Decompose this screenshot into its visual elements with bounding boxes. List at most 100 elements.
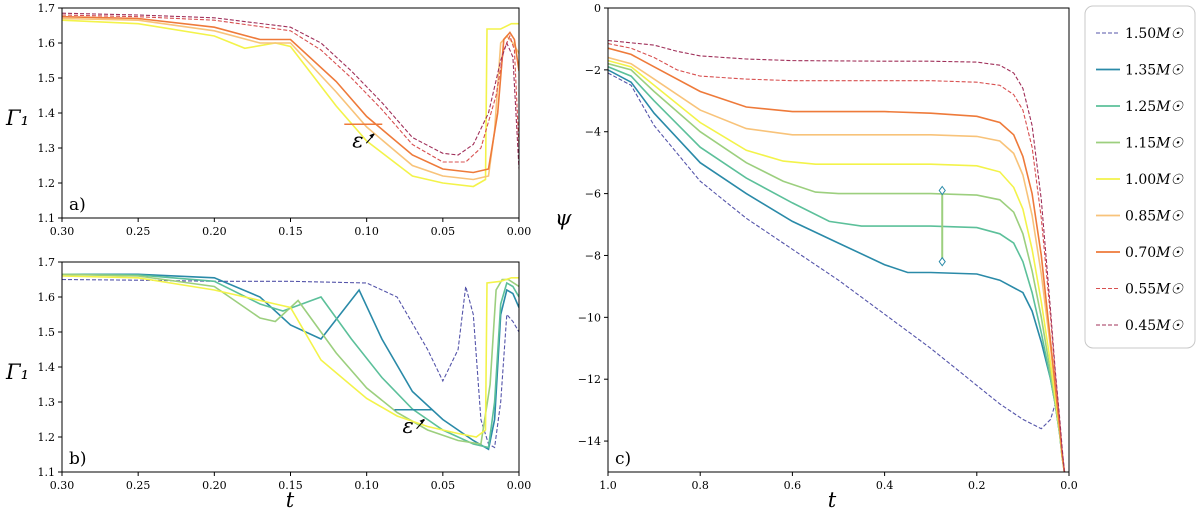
- y-axis-label: ψ: [555, 206, 572, 230]
- legend-unit: M☉: [1155, 245, 1184, 261]
- panel-a: 0.30 0.25 0.20 0.15 0.10 0.05 0.00 1.1 1.2 1.3 1.4…: [5, 2, 531, 238]
- x-tick-label: 0.25: [126, 225, 151, 238]
- series-group: [608, 39, 1066, 472]
- series-line-1.50: [62, 278, 519, 449]
- series-line-1.00: [62, 19, 519, 188]
- x-tick-label: 0.8: [691, 479, 709, 492]
- x-tick-label: 0.10: [354, 479, 379, 492]
- x-tick-label: 0.10: [354, 225, 379, 238]
- panel-label: b): [69, 449, 87, 469]
- legend-unit: M☉: [1155, 282, 1184, 298]
- x-tick-label: 1.0: [599, 479, 617, 492]
- y-tick-label: 1.3: [38, 142, 56, 155]
- legend-label-1.50: 1.50M☉: [1125, 26, 1185, 42]
- x-axis-label: t: [828, 488, 837, 512]
- y-tick-label: 1.2: [38, 431, 56, 444]
- series-line-0.45: [608, 39, 1065, 472]
- series-line-1.35: [608, 69, 1066, 472]
- series-line-0.55: [62, 14, 519, 163]
- epsilon-annotation: ε: [352, 128, 363, 152]
- x-tick-label: 0.15: [278, 225, 303, 238]
- y-tick-label: 0: [594, 2, 601, 15]
- legend-label-1.15: 1.15M☉: [1125, 136, 1185, 152]
- series-line-1.15: [608, 62, 1066, 472]
- series-line-1.00: [62, 275, 519, 438]
- x-tick-label: 0.25: [126, 479, 151, 492]
- y-tick-label: 1.6: [38, 291, 56, 304]
- legend: 1.50M☉1.35M☉1.25M☉1.15M☉1.00M☉0.85M☉0.70…: [1084, 5, 1196, 349]
- x-tick-label: 0.20: [202, 225, 227, 238]
- x-tick-label: 0.6: [784, 479, 802, 492]
- y-tick-label: −2: [585, 64, 601, 77]
- y-tick-label: −6: [585, 188, 601, 201]
- legend-unit: M☉: [1155, 209, 1184, 225]
- legend-label-0.55: 0.55M☉: [1125, 282, 1185, 298]
- panel-b: 0.30 0.25 0.20 0.15 0.10 0.05 0.00 1.1 1.2 1.3 1.4…: [5, 256, 531, 512]
- legend-value: 1.25: [1125, 99, 1156, 115]
- legend-unit: M☉: [1155, 318, 1184, 334]
- y-tick-label: 1.2: [38, 177, 56, 190]
- epsilon-annotation: ε: [403, 414, 414, 438]
- legend-label-1.00: 1.00M☉: [1125, 172, 1185, 188]
- legend-value: 0.70: [1125, 245, 1156, 261]
- x-tick-label: 0.2: [968, 479, 986, 492]
- y-tick-label: −4: [585, 126, 601, 139]
- legend-value: 1.00: [1125, 172, 1156, 188]
- series-line-0.70: [62, 15, 519, 174]
- annotation-arrowhead: [369, 133, 375, 139]
- legend-value: 0.85: [1125, 209, 1156, 225]
- legend-label-0.45: 0.45M☉: [1125, 318, 1185, 334]
- y-tick-label: 1.4: [38, 107, 56, 120]
- axes-frame: [607, 7, 1070, 473]
- x-tick-label: 0.05: [431, 225, 456, 238]
- y-axis-label: Γ₁: [5, 106, 29, 130]
- x-axis-label: t: [286, 488, 295, 512]
- y-tick-label: 1.5: [38, 326, 56, 339]
- series-line-0.55: [608, 43, 1065, 472]
- x-tick-label: 0.00: [507, 479, 532, 492]
- series-group: [62, 273, 519, 451]
- legend-label-0.85: 0.85M☉: [1125, 209, 1185, 225]
- y-tick-label: 1.1: [38, 466, 56, 479]
- legend-value: 0.55: [1125, 282, 1156, 298]
- y-tick-label: −10: [578, 311, 601, 324]
- y-tick-label: 1.7: [38, 256, 56, 269]
- y-tick-label: −8: [585, 249, 601, 262]
- x-tick-label: 0.4: [876, 479, 894, 492]
- x-tick-label: 0.05: [431, 479, 456, 492]
- legend-label-1.35: 1.35M☉: [1125, 63, 1185, 79]
- y-tick-label: 1.7: [38, 2, 56, 15]
- series-line-0.85: [62, 17, 519, 181]
- series-group: [62, 12, 519, 188]
- legend-label-1.25: 1.25M☉: [1125, 99, 1185, 115]
- series-line-1.35: [62, 273, 519, 451]
- panel-c: 1.0 0.8 0.6 0.4 0.2 0.0 0 −2 −4 −6 −8 −10 −12 −14 ψ t c): [555, 2, 1078, 512]
- x-tick-label: 0.30: [50, 225, 75, 238]
- legend-value: 0.45: [1125, 318, 1156, 334]
- y-tick-label: 1.6: [38, 37, 56, 50]
- range-marker-bottom: [938, 256, 946, 267]
- y-tick-label: 1.3: [38, 396, 56, 409]
- legend-unit: M☉: [1155, 99, 1184, 115]
- y-tick-label: 1.4: [38, 361, 56, 374]
- series-line-1.25: [62, 273, 519, 449]
- series-line-0.70: [608, 47, 1066, 472]
- legend-unit: M☉: [1155, 172, 1184, 188]
- series-line-0.45: [62, 12, 519, 170]
- legend-value: 1.15: [1125, 136, 1156, 152]
- panel-label: a): [69, 195, 86, 215]
- y-axis-label: Γ₁: [5, 360, 29, 384]
- series-line-1.25: [608, 66, 1066, 472]
- annotation-arrowhead: [419, 418, 425, 424]
- legend-unit: M☉: [1155, 136, 1184, 152]
- x-tick-label: 0.30: [50, 479, 75, 492]
- y-tick-label: 1.5: [38, 72, 56, 85]
- range-marker-top: [938, 185, 946, 196]
- legend-label-0.70: 0.70M☉: [1125, 245, 1185, 261]
- x-tick-label: 0.00: [507, 225, 532, 238]
- panel-label: c): [615, 449, 631, 469]
- series-line-1.00: [608, 59, 1066, 472]
- x-tick-label: 0.0: [1060, 479, 1078, 492]
- legend-value: 1.50: [1125, 26, 1156, 42]
